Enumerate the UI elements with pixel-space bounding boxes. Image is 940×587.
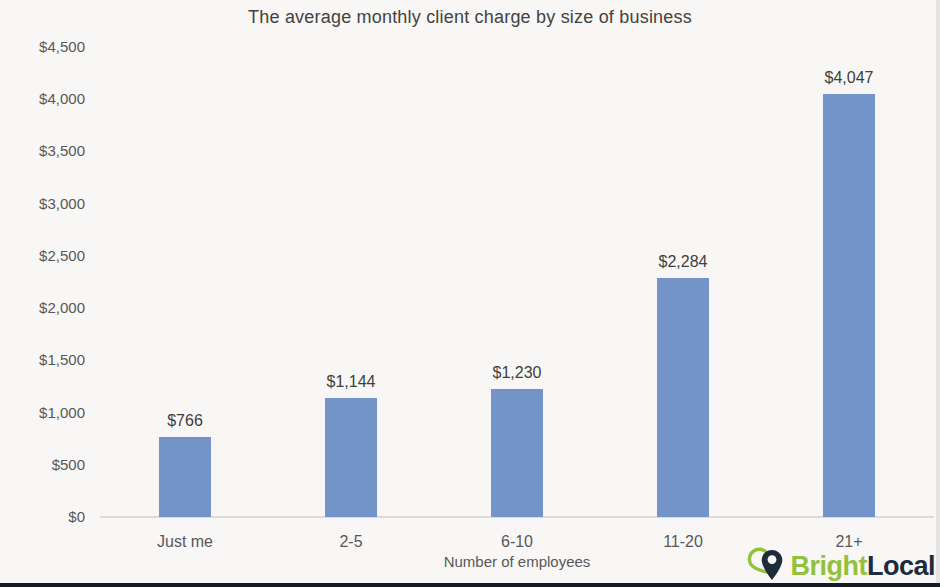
bar-value-label: $766 [125,411,245,431]
y-tick-label: $2,000 [0,298,85,318]
x-category-label: 11-20 [613,531,753,553]
bar-value-label: $1,230 [457,363,577,383]
y-tick-label: $500 [0,455,85,475]
y-tick-label: $0 [0,507,85,527]
map-pin-icon [746,546,788,582]
bar [657,278,709,517]
y-tick-label: $4,500 [0,37,85,57]
bar [159,437,211,517]
y-tick-label: $3,000 [0,194,85,214]
logo-bright-text: Bright [790,551,866,581]
y-tick-label: $1,000 [0,403,85,423]
logo-local-text: Local [867,551,935,581]
y-tick-label: $3,500 [0,141,85,161]
bar [823,94,875,517]
logo-wordmark: BrightLocal [790,550,935,582]
bar-value-label: $4,047 [789,68,909,88]
bottom-accent-bar [0,583,940,587]
y-tick-label: $4,000 [0,89,85,109]
bar [491,389,543,517]
bar-value-label: $2,284 [623,252,743,272]
x-category-label: 6-10 [447,531,587,553]
x-category-label: 2-5 [281,531,421,553]
right-edge-strip [936,0,940,587]
x-category-label: Just me [115,531,255,553]
chart-canvas: The average monthly client charge by siz… [0,0,940,587]
y-tick-label: $1,500 [0,350,85,370]
bar-value-label: $1,144 [291,372,411,392]
chart-title: The average monthly client charge by siz… [0,7,940,28]
bar [325,398,377,517]
brightlocal-logo: BrightLocal [746,546,935,582]
y-tick-label: $2,500 [0,246,85,266]
